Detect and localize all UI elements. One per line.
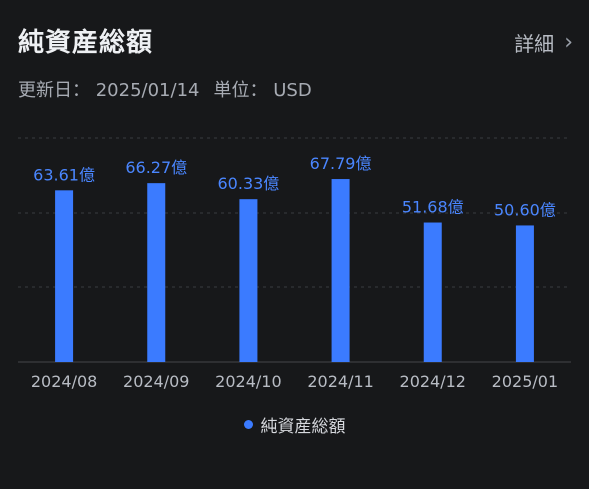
- meta-info: 更新日： 2025/01/14 単位： USD: [18, 76, 312, 102]
- x-tick-label-2024/09: 2024/09: [123, 372, 189, 391]
- bar-chart: 63.61億 2024/08 66.27億 2024/09 60.33億 2024/10 6…: [18, 137, 571, 391]
- detail-label: 詳細: [514, 32, 555, 56]
- x-tick-label-2024/08: 2024/08: [31, 372, 97, 391]
- bar-2024/12[interactable]: [423, 222, 442, 362]
- chart-title: 純資産総額: [18, 28, 154, 58]
- bar-2025/01[interactable]: [515, 225, 534, 362]
- data-label-2025/01: 50.60億: [494, 200, 556, 219]
- x-tick-label-2024/12: 2024/12: [400, 372, 466, 391]
- detail-link[interactable]: 詳細 ›: [514, 28, 573, 57]
- updated-label: 更新日：: [18, 80, 90, 101]
- data-label-2024/12: 51.68億: [402, 198, 464, 217]
- unit-label: 単位：: [213, 80, 268, 101]
- unit-value: USD: [273, 80, 312, 101]
- legend-label: 純資産総額: [260, 417, 346, 437]
- data-label-2024/09: 66.27億: [125, 158, 187, 177]
- unit-group: 単位： USD: [213, 76, 311, 102]
- bar-2024/10[interactable]: [239, 199, 258, 362]
- bar-2024/08[interactable]: [55, 190, 74, 362]
- data-label-2024/10: 60.33億: [218, 174, 280, 193]
- legend-dot: [243, 420, 253, 429]
- updated-value: 2025/01/14: [95, 80, 200, 101]
- x-tick-label-2024/11: 2024/11: [307, 372, 373, 391]
- bar-2024/09[interactable]: [147, 183, 166, 362]
- x-tick-label-2024/10: 2024/10: [215, 372, 281, 391]
- chart-legend: 純資産総額: [0, 412, 589, 437]
- x-tick-label-2025/01: 2025/01: [492, 372, 558, 391]
- data-label-2024/11: 67.79億: [310, 154, 372, 173]
- bar-2024/11[interactable]: [331, 179, 350, 362]
- updated-group: 更新日： 2025/01/14: [18, 76, 199, 102]
- chevron-right-icon: ›: [564, 29, 573, 55]
- data-label-2024/08: 63.61億: [33, 165, 95, 184]
